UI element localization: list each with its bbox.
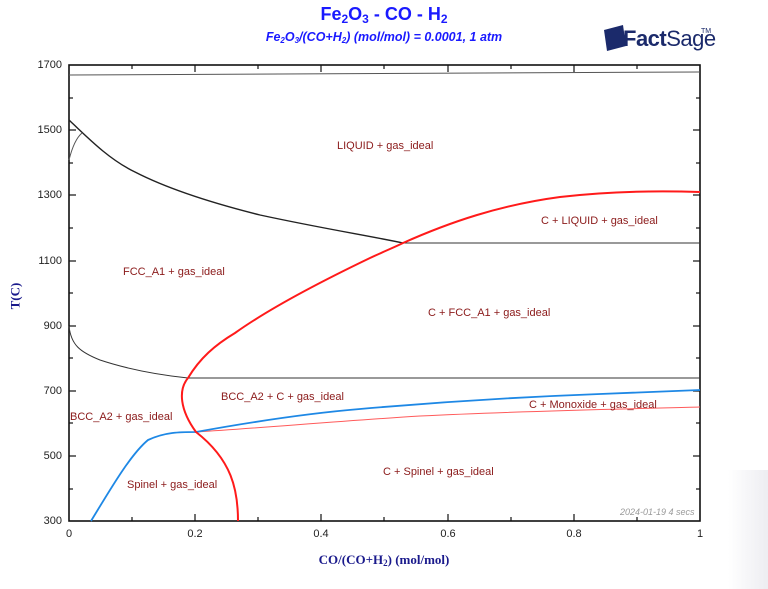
ytick-700: 700 [43, 385, 62, 397]
axis-ticks [69, 65, 700, 521]
ytick-900: 900 [43, 320, 62, 332]
window-edge-shadow [728, 470, 768, 589]
region-c-fcc: C + FCC_A1 + gas_ideal [428, 307, 551, 319]
region-bcc: BCC_A2 + gas_ideal [70, 411, 173, 423]
timestamp-label: 2024-01-19 4 secs [620, 507, 695, 517]
chart-title: Fe2O3 - CO - H2 [320, 4, 448, 26]
logo-mark-icon [604, 25, 626, 51]
xtick-0.8: 0.8 [566, 528, 582, 540]
carbon-saturation-line [180, 190, 701, 522]
xtick-0.2: 0.2 [187, 528, 203, 540]
region-fcc: FCC_A1 + gas_ideal [123, 266, 225, 278]
xtick-0: 0 [65, 528, 73, 540]
delta-loop-line [68, 132, 83, 161]
ytick-500: 500 [43, 450, 62, 462]
region-c-liquid: C + LIQUID + gas_ideal [541, 215, 658, 227]
top-isotherm-line [68, 71, 701, 76]
region-c-monoxide: C + Monoxide + gas_ideal [529, 399, 657, 411]
liquidus-line [68, 119, 404, 244]
spinel-boundary-line [90, 389, 701, 522]
ytick-1300: 1300 [37, 189, 62, 201]
ytick-1500: 1500 [37, 124, 62, 136]
plot-frame [68, 64, 701, 522]
fcc-bcc-line [68, 325, 189, 379]
factsage-logo: FactSage TM [601, 24, 716, 54]
phase-boundaries [68, 71, 701, 522]
y-axis-label: T(C) [7, 282, 23, 310]
ytick-1700: 1700 [37, 59, 62, 71]
x-axis-label: CO/(CO+H2) (mol/mol) [318, 552, 450, 568]
ytick-1100: 1100 [38, 255, 62, 267]
region-c-spinel: C + Spinel + gas_ideal [383, 466, 494, 478]
ytick-300: 300 [43, 515, 62, 527]
xtick-0.4: 0.4 [313, 528, 329, 540]
monoxide-boundary-line [195, 406, 701, 433]
region-bcc-c: BCC_A2 + C + gas_ideal [221, 391, 344, 403]
xtick-1: 1 [696, 528, 704, 540]
chart-subtitle: Fe2O3/(CO+H2) (mol/mol) = 0.0001, 1 atm [265, 30, 503, 45]
xtick-0.6: 0.6 [440, 528, 456, 540]
region-spinel: Spinel + gas_ideal [127, 479, 218, 491]
region-liquid: LIQUID + gas_ideal [337, 140, 434, 152]
